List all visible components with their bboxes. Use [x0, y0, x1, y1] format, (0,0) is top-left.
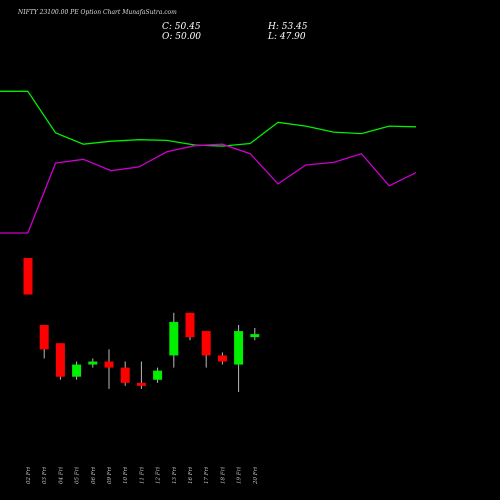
x-tick-label: 02 Fri — [26, 467, 32, 484]
candle-body — [136, 382, 146, 386]
overlay-line-1 — [0, 90, 417, 147]
candle-11 — [185, 312, 195, 341]
candle-1 — [23, 258, 33, 295]
candle-10 — [169, 312, 179, 368]
candle-body — [217, 355, 227, 362]
x-axis-ticks: 02 Fri 03 Fri 04 Fri 05 Fri 06 Fri 09 Fri 10 F… — [26, 467, 259, 485]
candle-body — [201, 331, 211, 356]
x-tick-label: 06 Fri — [91, 467, 97, 484]
x-tick-label: 03 Fri — [42, 467, 48, 484]
x-tick-label: 20 Fri — [253, 467, 259, 485]
x-tick-label: 17 Fri — [204, 467, 210, 484]
overlay-line-2 — [0, 143, 417, 234]
x-tick-label: 16 Fri — [188, 467, 194, 484]
x-tick-label: 18 Fri — [220, 467, 226, 484]
candle-12 — [201, 331, 211, 368]
candle-body — [39, 324, 49, 350]
candles — [23, 258, 260, 392]
candle-13 — [217, 352, 227, 365]
chart-title: NIFTY 23100.00 PE Option Chart MunafaSut… — [18, 9, 177, 16]
candle-9 — [153, 367, 163, 383]
open-value: O: 50.00 — [162, 32, 202, 42]
x-tick-label: 10 Fri — [123, 467, 129, 484]
high-value: H: 53.45 — [268, 22, 308, 32]
candle-6 — [104, 349, 114, 389]
candle-14 — [234, 324, 244, 392]
candle-body — [72, 364, 82, 377]
candle-body — [234, 331, 244, 365]
candle-body — [104, 361, 114, 368]
x-tick-label: 04 Fri — [58, 467, 64, 484]
candle-2 — [39, 324, 49, 359]
candle-body — [185, 312, 195, 338]
candle-body — [120, 367, 130, 383]
candle-15 — [250, 328, 260, 341]
x-tick-label: 19 Fri — [237, 467, 243, 484]
candle-8 — [136, 361, 146, 389]
x-tick-label: 11 Fri — [139, 467, 145, 484]
candle-body — [55, 343, 65, 377]
candle-7 — [120, 361, 130, 386]
x-tick-label: 09 Fri — [107, 467, 113, 484]
candle-body — [88, 361, 98, 365]
candle-5 — [88, 358, 98, 368]
candle-body — [169, 321, 179, 356]
candle-4 — [72, 361, 82, 380]
x-tick-label: 13 Fri — [172, 467, 178, 484]
overlay-lines — [0, 90, 417, 234]
close-value: C: 50.45 — [162, 22, 201, 32]
candle-body — [250, 334, 260, 338]
x-tick-label: 12 Fri — [156, 467, 162, 484]
candle-3 — [55, 343, 65, 380]
low-value: L: 47.90 — [268, 32, 306, 42]
x-tick-label: 05 Fri — [75, 467, 81, 484]
candle-body — [153, 370, 163, 380]
candle-body — [23, 258, 33, 295]
